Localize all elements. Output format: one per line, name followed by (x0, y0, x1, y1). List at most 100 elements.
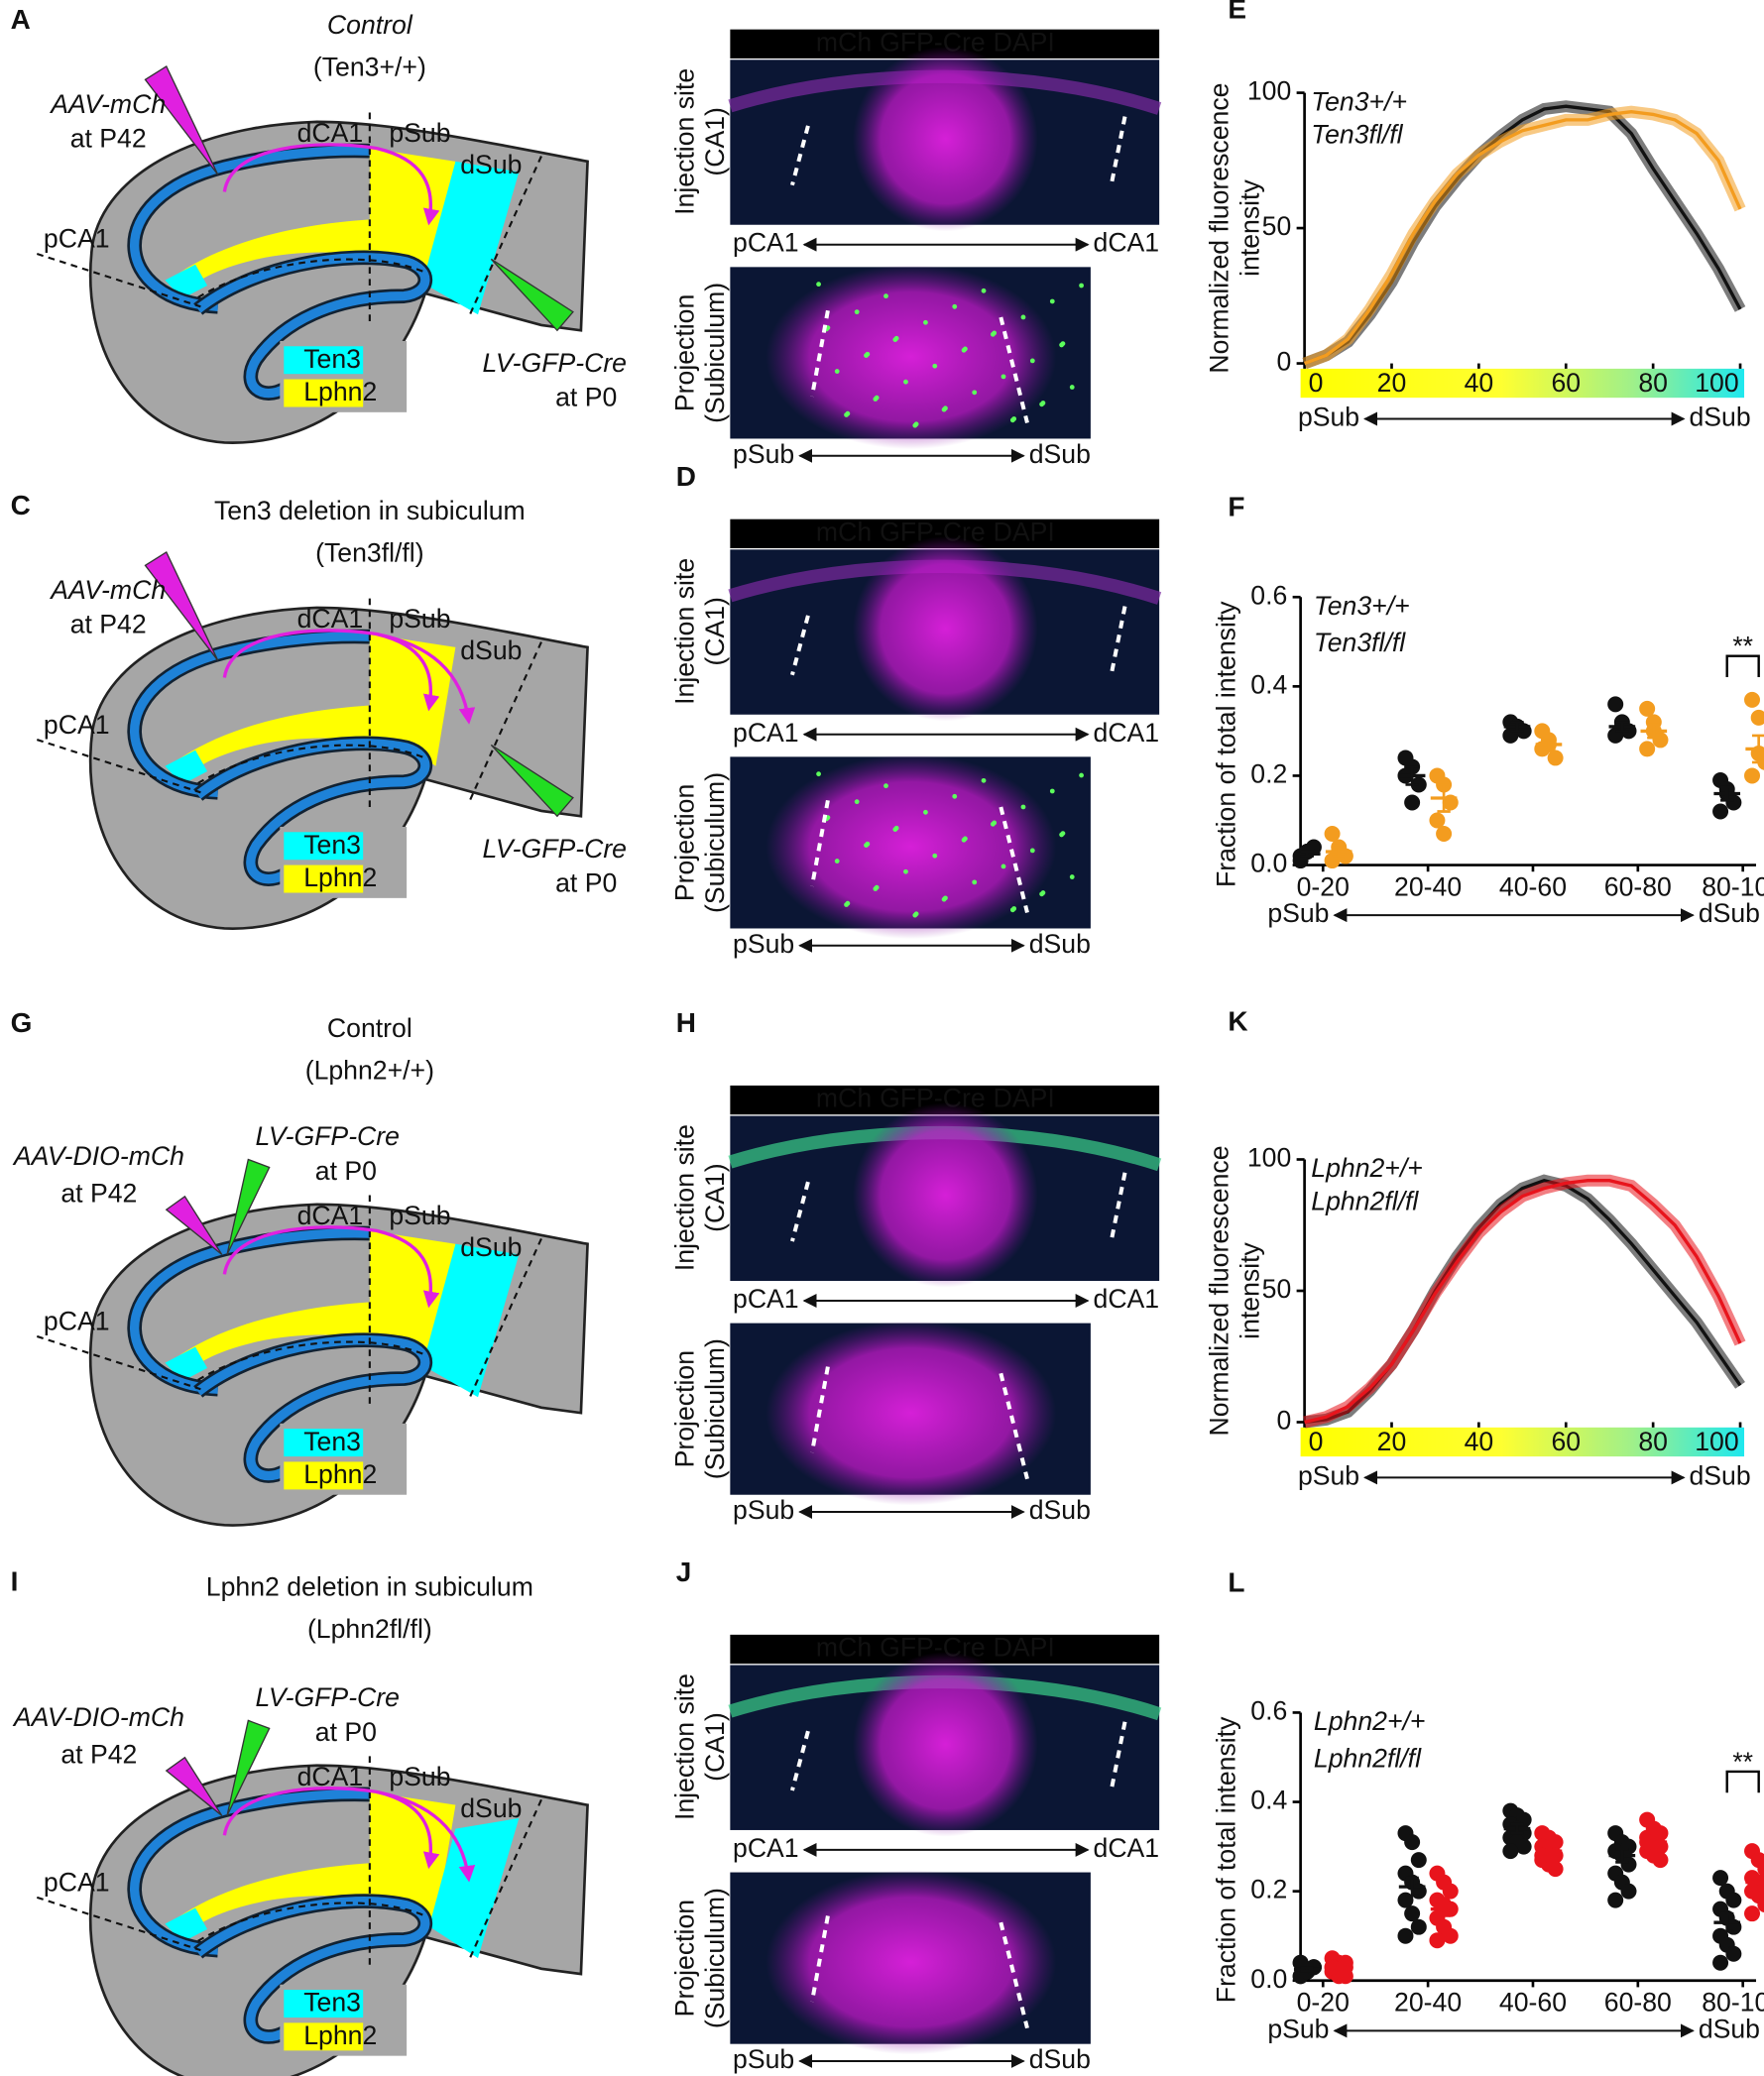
axis-end-label: pSub (733, 439, 794, 469)
injection-time: at P0 (555, 383, 617, 412)
x-tick-label: 0-20 (1297, 1988, 1350, 2018)
image-label: (CA1) (700, 1712, 730, 1782)
legend-label: Lphn2 (303, 377, 377, 406)
error-bar (1437, 1901, 1451, 1917)
error-bar (1300, 1966, 1314, 1973)
boundary (790, 606, 1127, 676)
schematic: AAV-mCh at P42 LV-GFP-Cre at P0 pCA1 dCA1 pSub… (36, 551, 627, 930)
fluorescence (853, 1102, 1038, 1288)
image-label: Injection site (669, 558, 699, 705)
cell (844, 902, 849, 907)
y-tick-label: 0.0 (1250, 1964, 1287, 1994)
cell (903, 868, 908, 874)
channel-label: DAPI (994, 1633, 1055, 1663)
error-bar (1615, 721, 1629, 733)
region-label: dCA1 (297, 1201, 364, 1230)
x-tick-label: 20-40 (1394, 872, 1462, 902)
legend-label: Lphn2 (303, 2020, 377, 2050)
y-tick-label: 0.4 (1250, 669, 1287, 699)
data-point (1324, 826, 1341, 843)
significance-label: ** (1732, 1747, 1753, 1777)
error-bar (1405, 765, 1419, 786)
x-tick-label: 40-60 (1499, 872, 1567, 902)
data-point (1607, 1892, 1624, 1908)
injection-name: AAV-DIO-mCh (12, 1141, 184, 1171)
region-label: dCA1 (297, 118, 364, 148)
data-point (1744, 691, 1761, 708)
data-point (1429, 812, 1446, 829)
error-bar (1752, 1875, 1764, 1890)
x-tick-label: 60 (1551, 368, 1581, 398)
pipette (226, 1719, 271, 1816)
axis-end-label: pSub (1298, 1460, 1359, 1490)
y-tick-label: 0 (1276, 347, 1291, 377)
fluorescence (853, 46, 1038, 232)
region-label: dCA1 (297, 604, 364, 634)
significance-bracket (1725, 654, 1760, 678)
injection-name: AAV-mCh (49, 89, 166, 119)
diagram-subtitle: (Lphn2fl/fl) (307, 1614, 432, 1644)
data-point (1652, 732, 1669, 749)
panel-letter: I (11, 1565, 19, 1596)
image-label: Injection site (669, 68, 699, 215)
injection-name: LV-GFP-Cre (483, 834, 627, 864)
cell (990, 821, 996, 827)
legend-label: Lphn2 (303, 863, 377, 892)
cell (854, 309, 860, 315)
region-label: dSub (460, 1793, 522, 1823)
cell (1069, 385, 1075, 390)
projection-arrow (376, 632, 476, 725)
cell (1069, 874, 1075, 879)
panel-letter: J (676, 1557, 692, 1587)
boundary (809, 1915, 1029, 2029)
cell (981, 777, 987, 783)
cell (1000, 864, 1006, 869)
boundary (809, 309, 1029, 423)
axis-end-label: dCA1 (1094, 228, 1160, 258)
axis-end-label: dSub (1029, 929, 1091, 959)
x-tick-label: 0-20 (1297, 872, 1350, 902)
cell (816, 771, 821, 777)
legend-swatch (284, 2022, 364, 2051)
y-tick-label: 0 (1276, 1406, 1291, 1436)
image-label: (Subiculum) (700, 772, 730, 913)
pipette (144, 551, 219, 661)
legend-label: Lphn2fl/fl (1311, 1186, 1419, 1215)
cell (972, 879, 978, 885)
boundary (36, 253, 201, 308)
panel-letter: K (1228, 1006, 1247, 1037)
boundary (467, 1798, 542, 1962)
legend-label: Ten3+/+ (1311, 86, 1407, 116)
image-label: (Subiculum) (700, 1888, 730, 2028)
cell (912, 422, 918, 428)
legend-label: Ten3 (303, 1988, 361, 2018)
boundary (36, 1334, 201, 1391)
cell (892, 337, 898, 342)
data-point (1757, 1897, 1764, 1913)
x-tick-label: 20 (1377, 368, 1407, 398)
fluorescence (765, 1869, 1057, 2055)
axis-end-label: pCA1 (733, 228, 799, 258)
panel-letter: D (676, 461, 696, 492)
diagram-panel: C Ten3 deletion in subiculum(Ten3fl/fl)AA… (11, 490, 627, 930)
boundary (197, 1902, 426, 1942)
ten3-region (422, 161, 520, 315)
axis-end-label: pSub (733, 2044, 794, 2074)
data-point (1442, 1883, 1459, 1900)
channel-label: mCh (816, 1084, 872, 1113)
boundary (809, 1366, 1029, 1480)
legend-label: Lphn2+/+ (1314, 1706, 1426, 1736)
image-label: Projection (669, 1900, 699, 2017)
x-tick-label: 100 (1695, 1427, 1738, 1456)
panel-letter: E (1228, 0, 1246, 24)
cell (1039, 891, 1045, 897)
x-tick-label: 0 (1309, 368, 1324, 398)
image-label: (CA1) (700, 1163, 730, 1232)
error-bar (1752, 734, 1764, 764)
channel-label: DAPI (994, 1084, 1055, 1113)
data-point (1515, 1838, 1532, 1855)
x-tick-label: 60 (1551, 1427, 1581, 1456)
cell (1059, 342, 1064, 348)
x-tick-label: 60-80 (1604, 1988, 1672, 2018)
